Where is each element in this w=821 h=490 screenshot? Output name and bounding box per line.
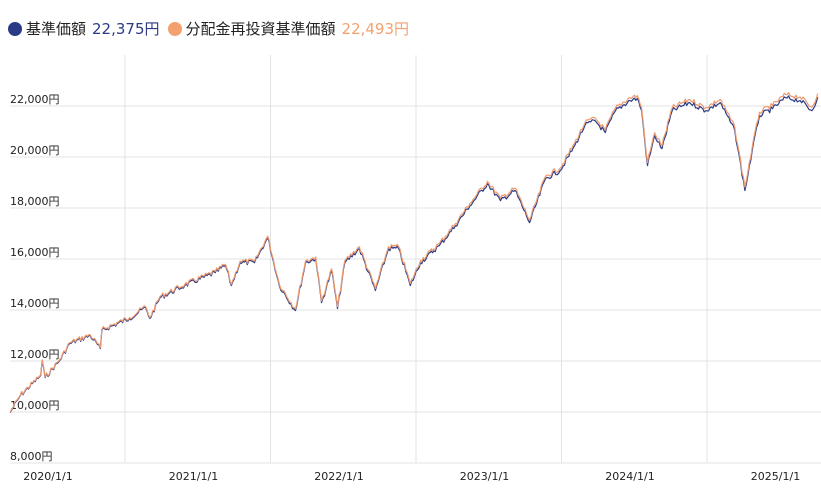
- x-tick-label: 2024/1/1: [605, 470, 654, 483]
- chart-legend: 基準価額 22,375円 分配金再投資基準価額 22,493円: [8, 18, 417, 39]
- x-tick-label: 2021/1/1: [169, 470, 218, 483]
- legend-dot-icon: [167, 21, 182, 36]
- legend-value: 22,375円: [92, 20, 160, 38]
- legend-dot-icon: [8, 21, 22, 36]
- x-tick-label: 2025/1/1: [751, 470, 800, 483]
- y-tick-label: 8,000円: [10, 450, 53, 463]
- series-line-reinvest-price: [9, 91, 819, 413]
- legend-label: 分配金再投資基準価額: [185, 20, 336, 38]
- y-tick-label: 16,000円: [10, 246, 60, 259]
- y-tick-label: 20,000円: [10, 144, 60, 157]
- y-tick-label: 18,000円: [10, 195, 60, 208]
- legend-item-base-price[interactable]: 基準価額 22,375円: [8, 18, 160, 39]
- y-tick-label: 10,000円: [10, 399, 60, 412]
- x-tick-label: 2022/1/1: [314, 470, 363, 483]
- legend-item-reinvest-price[interactable]: 分配金再投資基準価額 22,493円: [167, 18, 410, 39]
- x-tick-label: 2023/1/1: [460, 470, 509, 483]
- legend-value: 22,493円: [341, 20, 410, 38]
- x-tick-label: 2020/1/1: [23, 470, 72, 483]
- y-tick-label: 14,000円: [10, 297, 60, 310]
- series-line-base-price: [9, 95, 819, 413]
- y-tick-label: 12,000円: [10, 348, 60, 361]
- legend-label: 基準価額: [26, 20, 87, 38]
- y-tick-label: 22,000円: [10, 93, 60, 106]
